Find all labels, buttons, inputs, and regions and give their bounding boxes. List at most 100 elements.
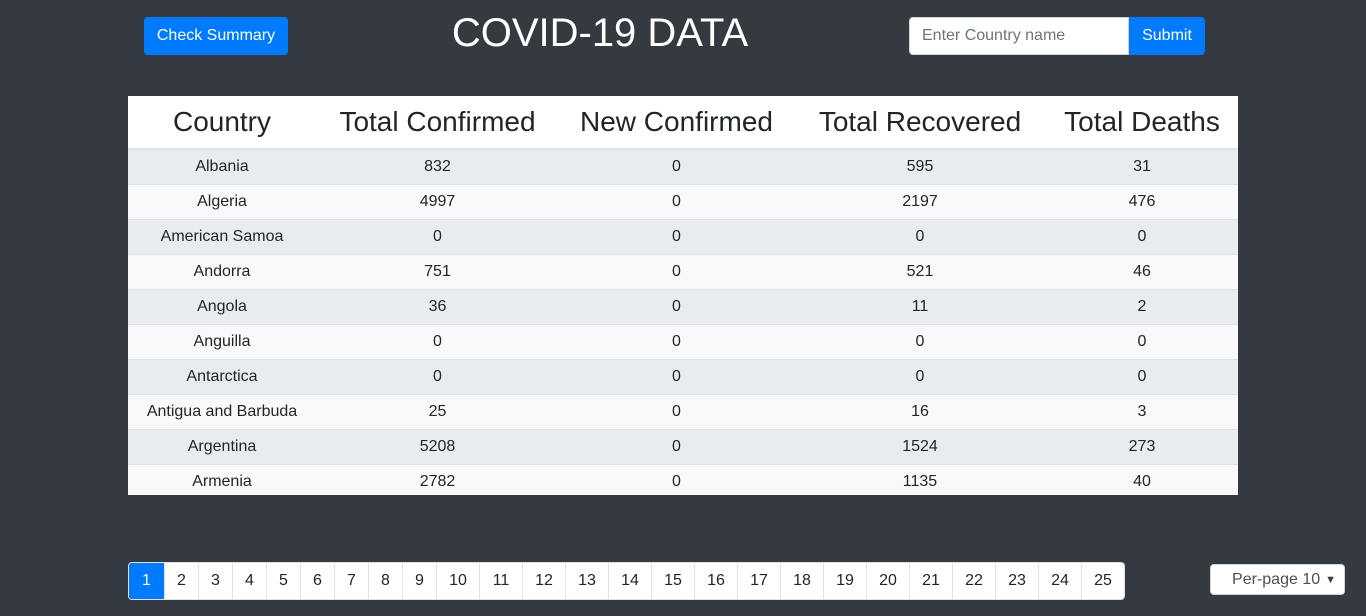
column-header: Total Recovered bbox=[794, 96, 1046, 150]
value-cell: 25 bbox=[316, 394, 559, 430]
table-row: Antigua and Barbuda 25 0 16 3 bbox=[128, 394, 1238, 430]
per-page-label: Per-page 10 bbox=[1232, 570, 1321, 588]
country-cell: Andorra bbox=[128, 254, 316, 290]
page-link-16[interactable]: 16 bbox=[694, 563, 737, 599]
country-cell: Armenia bbox=[128, 464, 316, 495]
value-cell: 0 bbox=[559, 148, 794, 185]
page-link-22[interactable]: 22 bbox=[952, 563, 995, 599]
country-cell: Antigua and Barbuda bbox=[128, 394, 316, 430]
table-body: Albania 832 0 595 31 Algeria 4997 0 2197 476 Ameri… bbox=[128, 148, 1238, 495]
table-row: Antarctica 0 0 0 0 bbox=[128, 359, 1238, 395]
page-link-20[interactable]: 20 bbox=[866, 563, 909, 599]
page-link-3[interactable]: 3 bbox=[198, 563, 232, 599]
table-row: Anguilla 0 0 0 0 bbox=[128, 324, 1238, 360]
value-cell: 11 bbox=[794, 289, 1046, 325]
country-cell: Antarctica bbox=[128, 359, 316, 395]
value-cell: 832 bbox=[316, 148, 559, 185]
page-link-15[interactable]: 15 bbox=[651, 563, 694, 599]
value-cell: 0 bbox=[1046, 219, 1238, 255]
page-link-23[interactable]: 23 bbox=[995, 563, 1038, 599]
value-cell: 0 bbox=[559, 184, 794, 220]
value-cell: 0 bbox=[559, 359, 794, 395]
table-row: Algeria 4997 0 2197 476 bbox=[128, 184, 1238, 220]
value-cell: 0 bbox=[1046, 359, 1238, 395]
page-link-21[interactable]: 21 bbox=[909, 563, 952, 599]
page-link-8[interactable]: 8 bbox=[368, 563, 402, 599]
value-cell: 36 bbox=[316, 289, 559, 325]
page-link-25[interactable]: 25 bbox=[1081, 563, 1124, 599]
value-cell: 3 bbox=[1046, 394, 1238, 430]
page-link-13[interactable]: 13 bbox=[565, 563, 608, 599]
per-page-select[interactable]: Per-page 10 ▼ bbox=[1210, 564, 1345, 595]
country-search-form: Submit bbox=[909, 17, 1205, 55]
column-header: Country bbox=[128, 96, 316, 150]
country-cell: Albania bbox=[128, 148, 316, 185]
value-cell: 0 bbox=[559, 464, 794, 495]
country-cell: Angola bbox=[128, 289, 316, 325]
country-cell: Algeria bbox=[128, 184, 316, 220]
table-row: American Samoa 0 0 0 0 bbox=[128, 219, 1238, 255]
covid-table-container: Country Total Confirmed New Confirmed Total… bbox=[128, 96, 1238, 495]
page-link-12[interactable]: 12 bbox=[522, 563, 565, 599]
value-cell: 0 bbox=[1046, 324, 1238, 360]
value-cell: 0 bbox=[559, 219, 794, 255]
value-cell: 0 bbox=[559, 289, 794, 325]
page-link-17[interactable]: 17 bbox=[737, 563, 780, 599]
page-link-2[interactable]: 2 bbox=[164, 563, 198, 599]
page-link-11[interactable]: 11 bbox=[479, 563, 522, 599]
value-cell: 0 bbox=[316, 359, 559, 395]
chevron-down-icon: ▼ bbox=[1325, 573, 1336, 586]
page-link-4[interactable]: 4 bbox=[232, 563, 266, 599]
page-link-10[interactable]: 10 bbox=[436, 563, 479, 599]
value-cell: 4997 bbox=[316, 184, 559, 220]
table-header-row: Country Total Confirmed New Confirmed Total… bbox=[128, 96, 1238, 150]
table-row: Andorra 751 0 521 46 bbox=[128, 254, 1238, 290]
value-cell: 0 bbox=[794, 219, 1046, 255]
value-cell: 2 bbox=[1046, 289, 1238, 325]
table-row: Armenia 2782 0 1135 40 bbox=[128, 464, 1238, 495]
page-link-6[interactable]: 6 bbox=[300, 563, 334, 599]
value-cell: 0 bbox=[559, 324, 794, 360]
value-cell: 0 bbox=[559, 429, 794, 465]
page-link-19[interactable]: 19 bbox=[823, 563, 866, 599]
page-link-14[interactable]: 14 bbox=[608, 563, 651, 599]
country-cell: American Samoa bbox=[128, 219, 316, 255]
table-row: Argentina 5208 0 1524 273 bbox=[128, 429, 1238, 465]
page-link-5[interactable]: 5 bbox=[266, 563, 300, 599]
column-header: New Confirmed bbox=[559, 96, 794, 150]
value-cell: 31 bbox=[1046, 148, 1238, 185]
page-link-1[interactable]: 1 bbox=[129, 563, 164, 599]
value-cell: 5208 bbox=[316, 429, 559, 465]
value-cell: 521 bbox=[794, 254, 1046, 290]
value-cell: 1524 bbox=[794, 429, 1046, 465]
value-cell: 0 bbox=[794, 359, 1046, 395]
value-cell: 0 bbox=[316, 219, 559, 255]
value-cell: 0 bbox=[559, 254, 794, 290]
column-header: Total Confirmed bbox=[316, 96, 559, 150]
value-cell: 46 bbox=[1046, 254, 1238, 290]
page-link-24[interactable]: 24 bbox=[1038, 563, 1081, 599]
page-link-9[interactable]: 9 bbox=[402, 563, 436, 599]
value-cell: 476 bbox=[1046, 184, 1238, 220]
value-cell: 40 bbox=[1046, 464, 1238, 495]
page-link-7[interactable]: 7 bbox=[334, 563, 368, 599]
covid-data-table: Country Total Confirmed New Confirmed Total… bbox=[128, 96, 1238, 495]
pagination: 1 2 3 4 5 6 7 8 9 10 11 12 13 14 15 16 17 18 19 20 21 22 23 24 2… bbox=[128, 562, 1125, 600]
page-link-18[interactable]: 18 bbox=[780, 563, 823, 599]
value-cell: 2197 bbox=[794, 184, 1046, 220]
value-cell: 0 bbox=[794, 324, 1046, 360]
value-cell: 1135 bbox=[794, 464, 1046, 495]
value-cell: 751 bbox=[316, 254, 559, 290]
value-cell: 0 bbox=[316, 324, 559, 360]
value-cell: 595 bbox=[794, 148, 1046, 185]
country-cell: Argentina bbox=[128, 429, 316, 465]
check-summary-button[interactable]: Check Summary bbox=[144, 17, 288, 55]
country-search-input[interactable] bbox=[909, 17, 1129, 55]
submit-button[interactable]: Submit bbox=[1129, 17, 1205, 55]
country-cell: Anguilla bbox=[128, 324, 316, 360]
table-row: Angola 36 0 11 2 bbox=[128, 289, 1238, 325]
column-header: Total Deaths bbox=[1046, 96, 1238, 150]
value-cell: 16 bbox=[794, 394, 1046, 430]
value-cell: 2782 bbox=[316, 464, 559, 495]
